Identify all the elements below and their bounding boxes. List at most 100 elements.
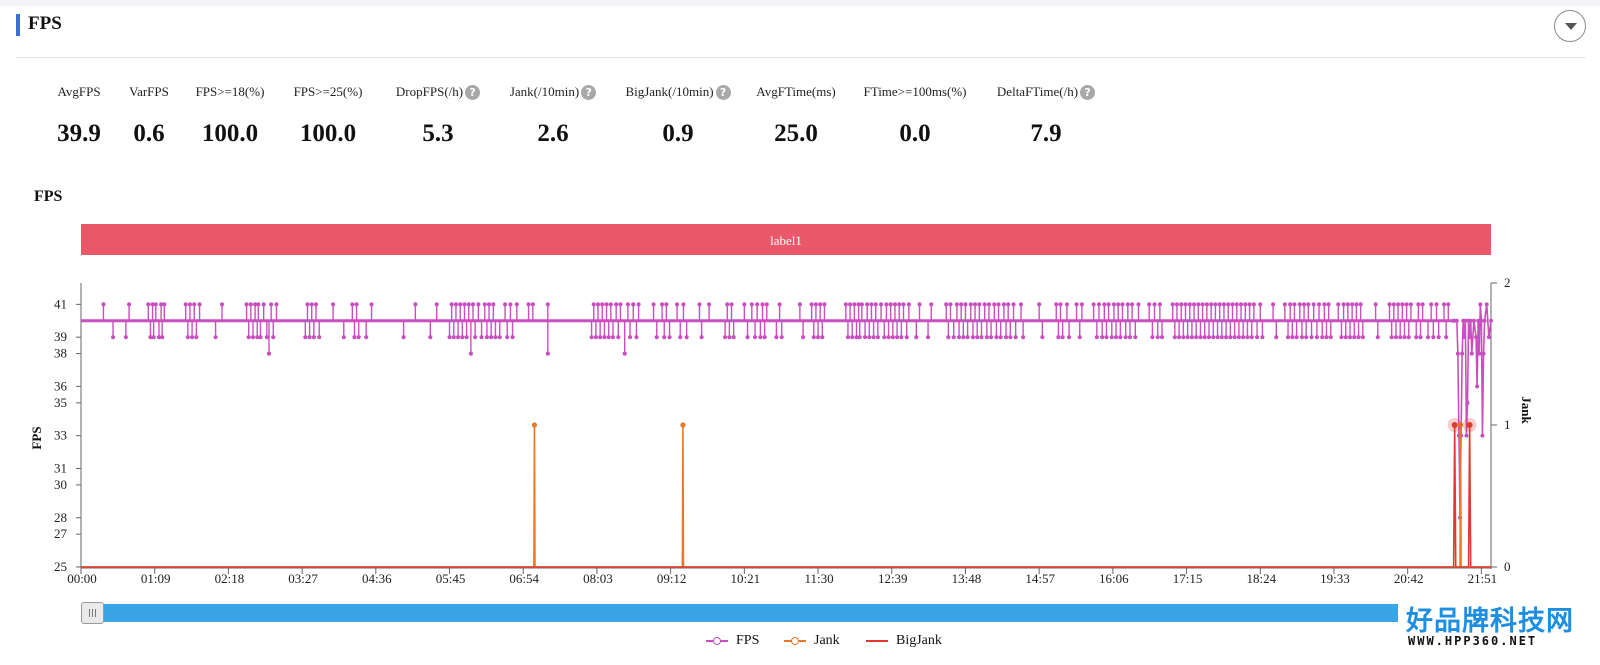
fps-point (159, 302, 164, 307)
fps-point (890, 335, 895, 340)
fps-point (1104, 335, 1109, 340)
fps-point (1238, 302, 1244, 307)
help-icon[interactable]: ? (581, 84, 597, 100)
y-tick-label-right: 2 (1504, 275, 1511, 290)
fps-point (1282, 302, 1287, 307)
fps-point (1324, 335, 1329, 340)
fps-point (462, 302, 467, 307)
fps-point (160, 335, 165, 340)
x-tick-label: 21:51 (1468, 571, 1498, 586)
fps-point (1404, 302, 1409, 307)
fps-point (1339, 335, 1344, 340)
y-tick-label-left: 38 (54, 346, 67, 361)
fps-point (725, 302, 730, 307)
fps-point (634, 335, 639, 340)
fps-point (1008, 335, 1013, 340)
metric-value: 5.3 (422, 120, 454, 147)
fps-point (764, 302, 769, 307)
fps-point (1096, 302, 1102, 307)
fps-point (413, 302, 418, 307)
y-tick-label-left: 27 (54, 526, 68, 541)
fps-point (1116, 302, 1121, 307)
fps-point (447, 335, 452, 340)
fps-point (101, 302, 106, 307)
fps-point (1320, 335, 1325, 340)
fps-point (1060, 335, 1065, 340)
fps-point (1111, 302, 1117, 307)
fps-point (654, 335, 659, 340)
fps-point (1249, 335, 1254, 340)
fps-point (723, 335, 728, 340)
fps-point (1398, 335, 1403, 340)
fps-point (604, 302, 609, 307)
fps-point (401, 335, 406, 340)
fps-point (1215, 335, 1220, 340)
legend-item-jank[interactable]: Jank (784, 633, 840, 649)
fps-point (1223, 335, 1229, 340)
x-tick-label: 12:39 (878, 571, 908, 586)
fps-point (219, 302, 225, 307)
help-icon[interactable]: ? (1080, 84, 1096, 100)
fps-point (1467, 335, 1472, 340)
zoom-scrollbar-handle[interactable] (81, 602, 104, 624)
fps-point (464, 335, 469, 340)
fps-point (369, 302, 374, 307)
y-tick-label-left: 25 (54, 559, 67, 574)
fps-point (1181, 335, 1186, 340)
fps-point (1400, 302, 1405, 307)
fps-point (897, 302, 902, 307)
fps-point (813, 302, 819, 307)
fps-point (317, 335, 322, 340)
fps-point (1345, 302, 1350, 307)
metric-value: 100.0 (299, 120, 357, 147)
fps-point (1292, 302, 1297, 307)
fps-point (194, 335, 199, 340)
fps-point (946, 335, 951, 340)
fps-point (800, 335, 806, 340)
legend-item-bigjank[interactable]: BigJank (866, 633, 942, 649)
fps-point (1481, 351, 1486, 356)
fps-point (1270, 302, 1276, 307)
x-tick-label: 17:15 (1173, 571, 1203, 586)
fps-point (614, 302, 619, 307)
fps-point (266, 351, 272, 356)
fps-point (758, 335, 763, 340)
fps-point (901, 302, 906, 307)
zoom-scrollbar-track[interactable] (81, 604, 1491, 622)
fps-point (1228, 335, 1233, 340)
fps-point (1274, 335, 1279, 340)
fps-point (1001, 302, 1007, 307)
fps-point (1189, 335, 1195, 340)
fps-point (1150, 335, 1155, 340)
fps-point (854, 335, 859, 340)
fps-point (1100, 335, 1105, 340)
help-icon[interactable]: ? (715, 84, 731, 100)
metric-label: DeltaFTime(/h) (996, 84, 1079, 99)
help-icon[interactable]: ? (465, 84, 481, 100)
fps-point (1013, 335, 1018, 340)
fps-point (1003, 335, 1009, 340)
metric-label: VarFPS (129, 84, 169, 99)
fps-point (330, 302, 336, 307)
fps-point (1354, 302, 1359, 307)
fps-point (1106, 302, 1111, 307)
fps-point (1196, 302, 1201, 307)
fps-point (486, 302, 492, 307)
fps-point (865, 302, 870, 307)
fps-point (1183, 302, 1188, 307)
fps-point (1133, 335, 1138, 340)
x-tick-label: 16:06 (1099, 571, 1129, 586)
fps-point (1170, 302, 1175, 307)
fps-point (659, 302, 665, 307)
fps-point (508, 302, 513, 307)
legend-swatch-icon (784, 635, 806, 647)
legend-item-fps[interactable]: FPS (706, 633, 759, 649)
fps-point (197, 302, 202, 307)
fps-point (476, 302, 481, 307)
collapse-button[interactable] (1554, 10, 1586, 42)
legend-label: BigJank (896, 633, 942, 648)
fps-point (878, 302, 884, 307)
fps-tail-line (1452, 304, 1492, 518)
metric-value: 0.6 (133, 120, 165, 147)
fps-point (875, 335, 880, 340)
